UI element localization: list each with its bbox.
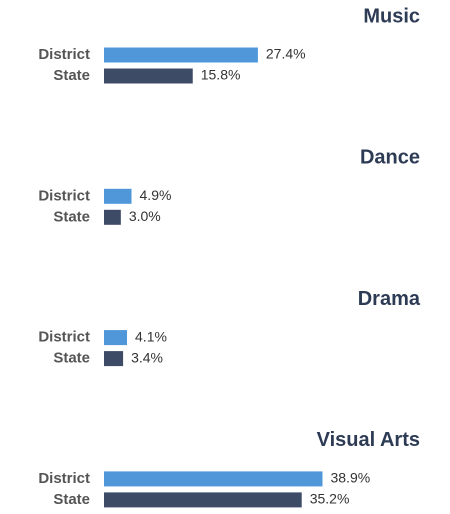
value-label: 4.9% [140,187,172,203]
chart-title: Drama [358,288,421,310]
bar [104,330,128,346]
value-label: 3.4% [131,349,163,365]
bar [104,47,258,63]
value-label: 35.2% [310,491,350,507]
category-label: State [53,67,90,84]
category-label: District [38,470,90,487]
bar [104,209,121,225]
value-label: 3.0% [129,208,161,224]
chart-title: Music [363,5,420,27]
value-label: 38.9% [330,470,370,486]
category-label: District [38,329,90,346]
value-label: 15.8% [201,67,241,83]
category-label: State [53,491,90,508]
bar [104,471,323,487]
bar [104,188,132,204]
category-label: District [38,46,90,63]
value-label: 4.1% [135,328,167,344]
chart-title: Visual Arts [317,429,420,451]
category-label: State [53,350,90,367]
category-label: District [38,187,90,204]
bar [104,68,193,84]
value-label: 27.4% [266,46,306,62]
category-label: State [53,208,90,225]
bar [104,492,302,508]
bar [104,351,124,367]
chart-title: Dance [360,147,420,169]
